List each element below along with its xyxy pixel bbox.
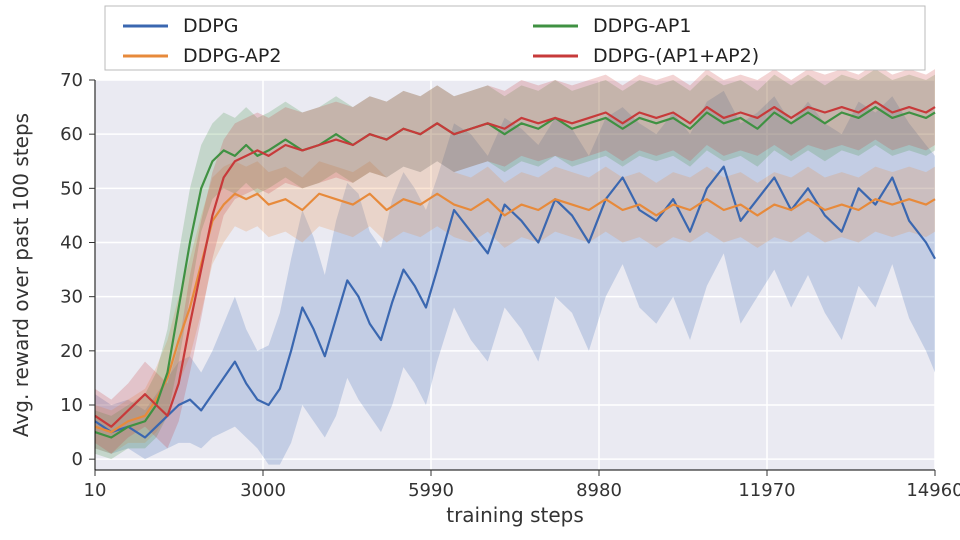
xtick-label: 14960 [906, 480, 960, 501]
legend-label: DDPG-AP1 [593, 15, 691, 37]
ytick-label: 40 [60, 233, 83, 254]
legend-label: DDPG-(AP1+AP2) [593, 45, 759, 67]
ytick-label: 50 [60, 178, 83, 199]
reward-chart: 010203040506070103000599089801197014960t… [0, 0, 960, 540]
ytick-label: 70 [60, 70, 83, 91]
legend-label: DDPG-AP2 [183, 45, 281, 67]
xtick-label: 11970 [738, 480, 795, 501]
ytick-label: 10 [60, 395, 83, 416]
legend-label: DDPG [183, 15, 238, 37]
ytick-label: 30 [60, 287, 83, 308]
chart-svg: 010203040506070103000599089801197014960t… [0, 0, 960, 540]
ytick-label: 20 [60, 341, 83, 362]
xtick-label: 8980 [576, 480, 622, 501]
xtick-label: 3000 [240, 480, 286, 501]
ytick-label: 0 [72, 449, 83, 470]
x-axis-label: training steps [446, 503, 584, 527]
xtick-label: 10 [84, 480, 107, 501]
ytick-label: 60 [60, 124, 83, 145]
y-axis-label: Avg. reward over past 100 steps [9, 113, 33, 437]
xtick-label: 5990 [408, 480, 454, 501]
